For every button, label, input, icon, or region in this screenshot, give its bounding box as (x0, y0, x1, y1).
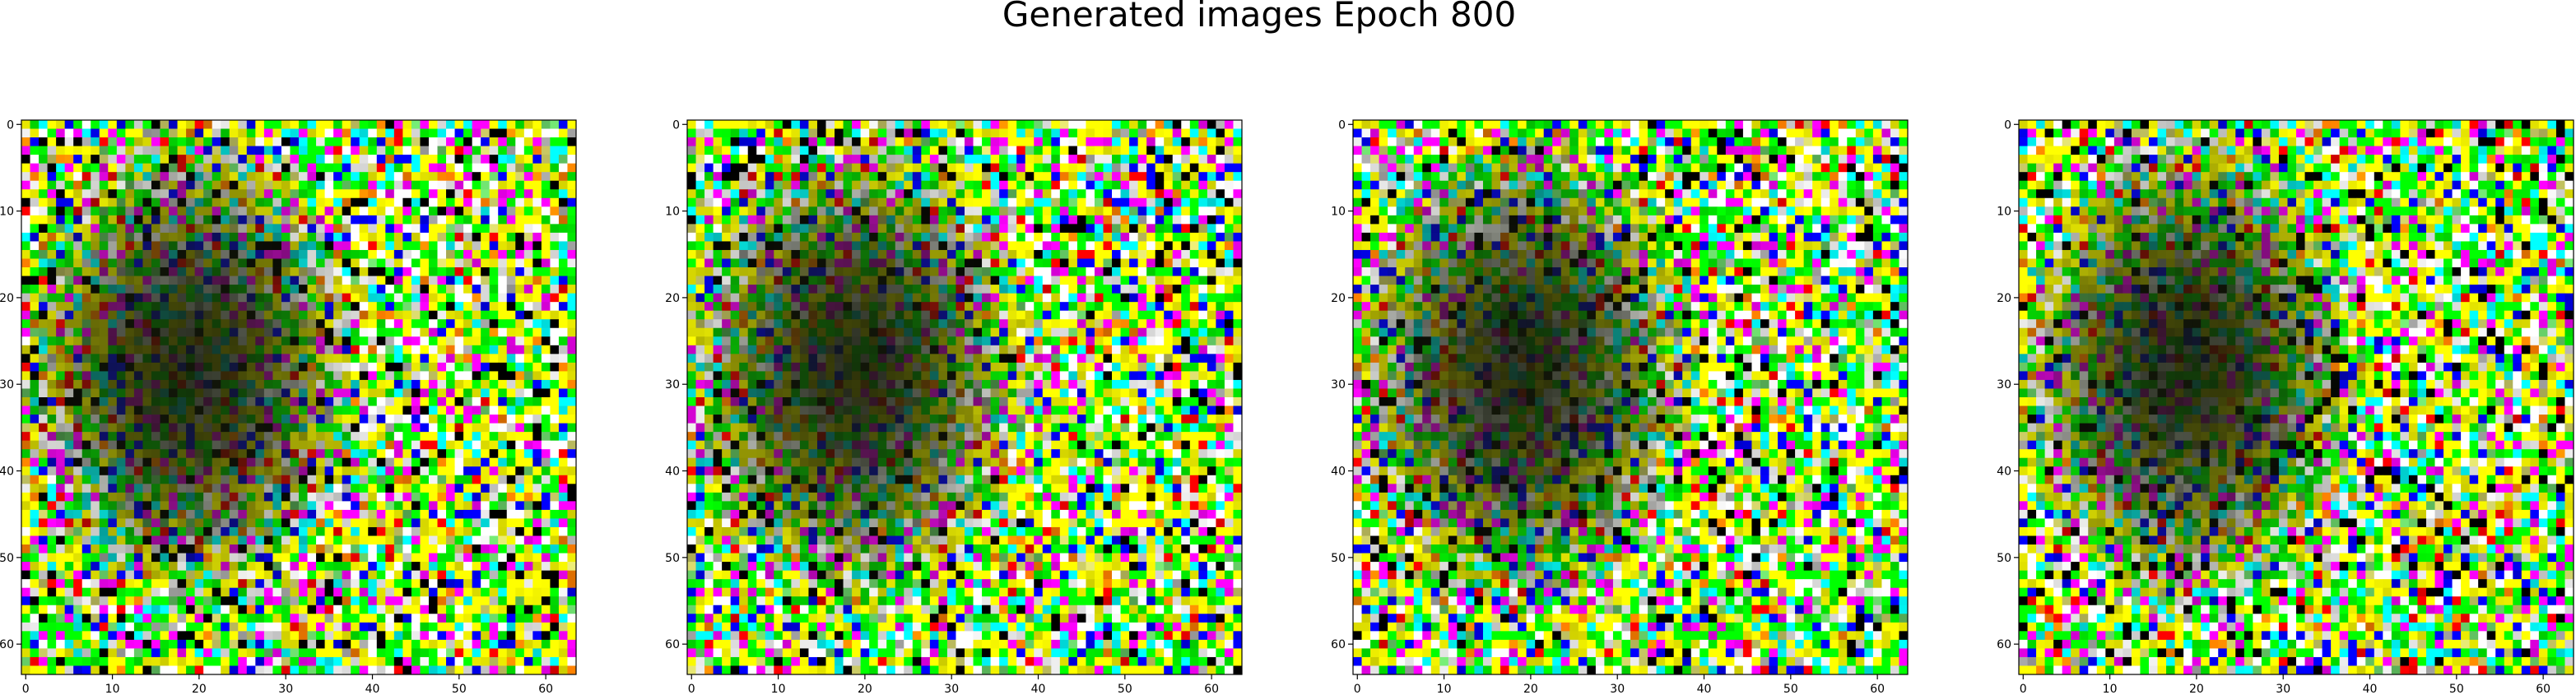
x-tick-label: 30 (1610, 683, 1625, 695)
x-tick-label: 60 (1870, 683, 1885, 695)
x-tick-label: 40 (2363, 683, 2378, 695)
x-tick-label: 10 (771, 683, 786, 695)
x-tick-label: 50 (452, 683, 467, 695)
y-tick-label: 20 (1331, 292, 1346, 305)
panel-1: 0 10 20 30 40 50 60 0 10 20 30 40 50 60 (0, 118, 577, 695)
x-tick-label: 50 (2449, 683, 2464, 695)
y-tick-label: 40 (1331, 466, 1346, 479)
y-tick-label: 60 (1331, 638, 1346, 651)
image-pixels (1353, 120, 1909, 675)
y-tick-label: 0 (1338, 118, 1346, 132)
x-tick-label: 30 (944, 683, 959, 695)
y-tick-label: 50 (1997, 552, 2011, 565)
x-tick-label: 0 (22, 683, 30, 695)
y-tick-label: 0 (672, 118, 680, 132)
x-tick-label: 30 (278, 683, 293, 695)
y-tick-label: 30 (1997, 378, 2011, 392)
y-tick-label: 10 (0, 206, 14, 219)
y-tick-label: 40 (1997, 466, 2011, 479)
x-tick-label: 50 (1783, 683, 1798, 695)
y-tick-label: 30 (1331, 378, 1346, 392)
panel-4: 0 10 20 30 40 50 60 0 10 20 30 40 50 60 (1997, 118, 2574, 695)
axes-frame (686, 119, 1243, 675)
x-tick-label: 20 (858, 683, 872, 695)
y-tick-label: 40 (0, 466, 14, 479)
y-tick-label: 20 (665, 292, 680, 305)
figure-title: Generated images Epoch 800 (1002, 0, 1516, 35)
x-tick-label: 60 (538, 683, 553, 695)
y-tick-label: 0 (2004, 118, 2011, 132)
image-pixels (2019, 120, 2574, 675)
panel-3: 0 10 20 30 40 50 60 0 10 20 30 40 50 60 (1331, 118, 1909, 695)
y-tick-label: 30 (0, 378, 14, 392)
x-tick-label: 50 (1118, 683, 1132, 695)
y-tick-label: 40 (665, 466, 680, 479)
axes-frame (1352, 119, 1909, 675)
x-tick-label: 20 (2189, 683, 2204, 695)
x-tick-label: 20 (1523, 683, 1538, 695)
x-tick-label: 40 (365, 683, 380, 695)
x-tick-label: 60 (1204, 683, 1219, 695)
y-tick-label: 10 (665, 206, 680, 219)
x-tick-label: 10 (1437, 683, 1452, 695)
y-tick-label: 60 (0, 638, 14, 651)
y-tick-label: 30 (665, 378, 680, 392)
x-tick-label: 40 (1697, 683, 1712, 695)
axes-frame (2018, 119, 2574, 675)
y-tick-label: 20 (1997, 292, 2011, 305)
y-tick-label: 20 (0, 292, 14, 305)
image-pixels (687, 120, 1243, 675)
y-tick-label: 50 (665, 552, 680, 565)
panel-2: 0 10 20 30 40 50 60 0 10 20 30 40 50 60 (665, 118, 1243, 695)
y-tick-label: 50 (0, 552, 14, 565)
y-tick-label: 60 (665, 638, 680, 651)
x-tick-label: 10 (105, 683, 120, 695)
x-tick-label: 0 (2020, 683, 2027, 695)
axes-frame (21, 119, 577, 675)
x-tick-label: 0 (1354, 683, 1361, 695)
x-tick-label: 40 (1031, 683, 1046, 695)
image-pixels (21, 120, 577, 675)
y-tick-label: 60 (1997, 638, 2011, 651)
y-tick-label: 10 (1331, 206, 1346, 219)
x-tick-label: 30 (2276, 683, 2290, 695)
y-tick-label: 50 (1331, 552, 1346, 565)
y-tick-label: 10 (1997, 206, 2011, 219)
x-tick-label: 20 (192, 683, 207, 695)
x-tick-label: 60 (2536, 683, 2550, 695)
x-tick-label: 10 (2103, 683, 2118, 695)
y-tick-label: 0 (7, 118, 14, 132)
x-tick-label: 0 (688, 683, 695, 695)
